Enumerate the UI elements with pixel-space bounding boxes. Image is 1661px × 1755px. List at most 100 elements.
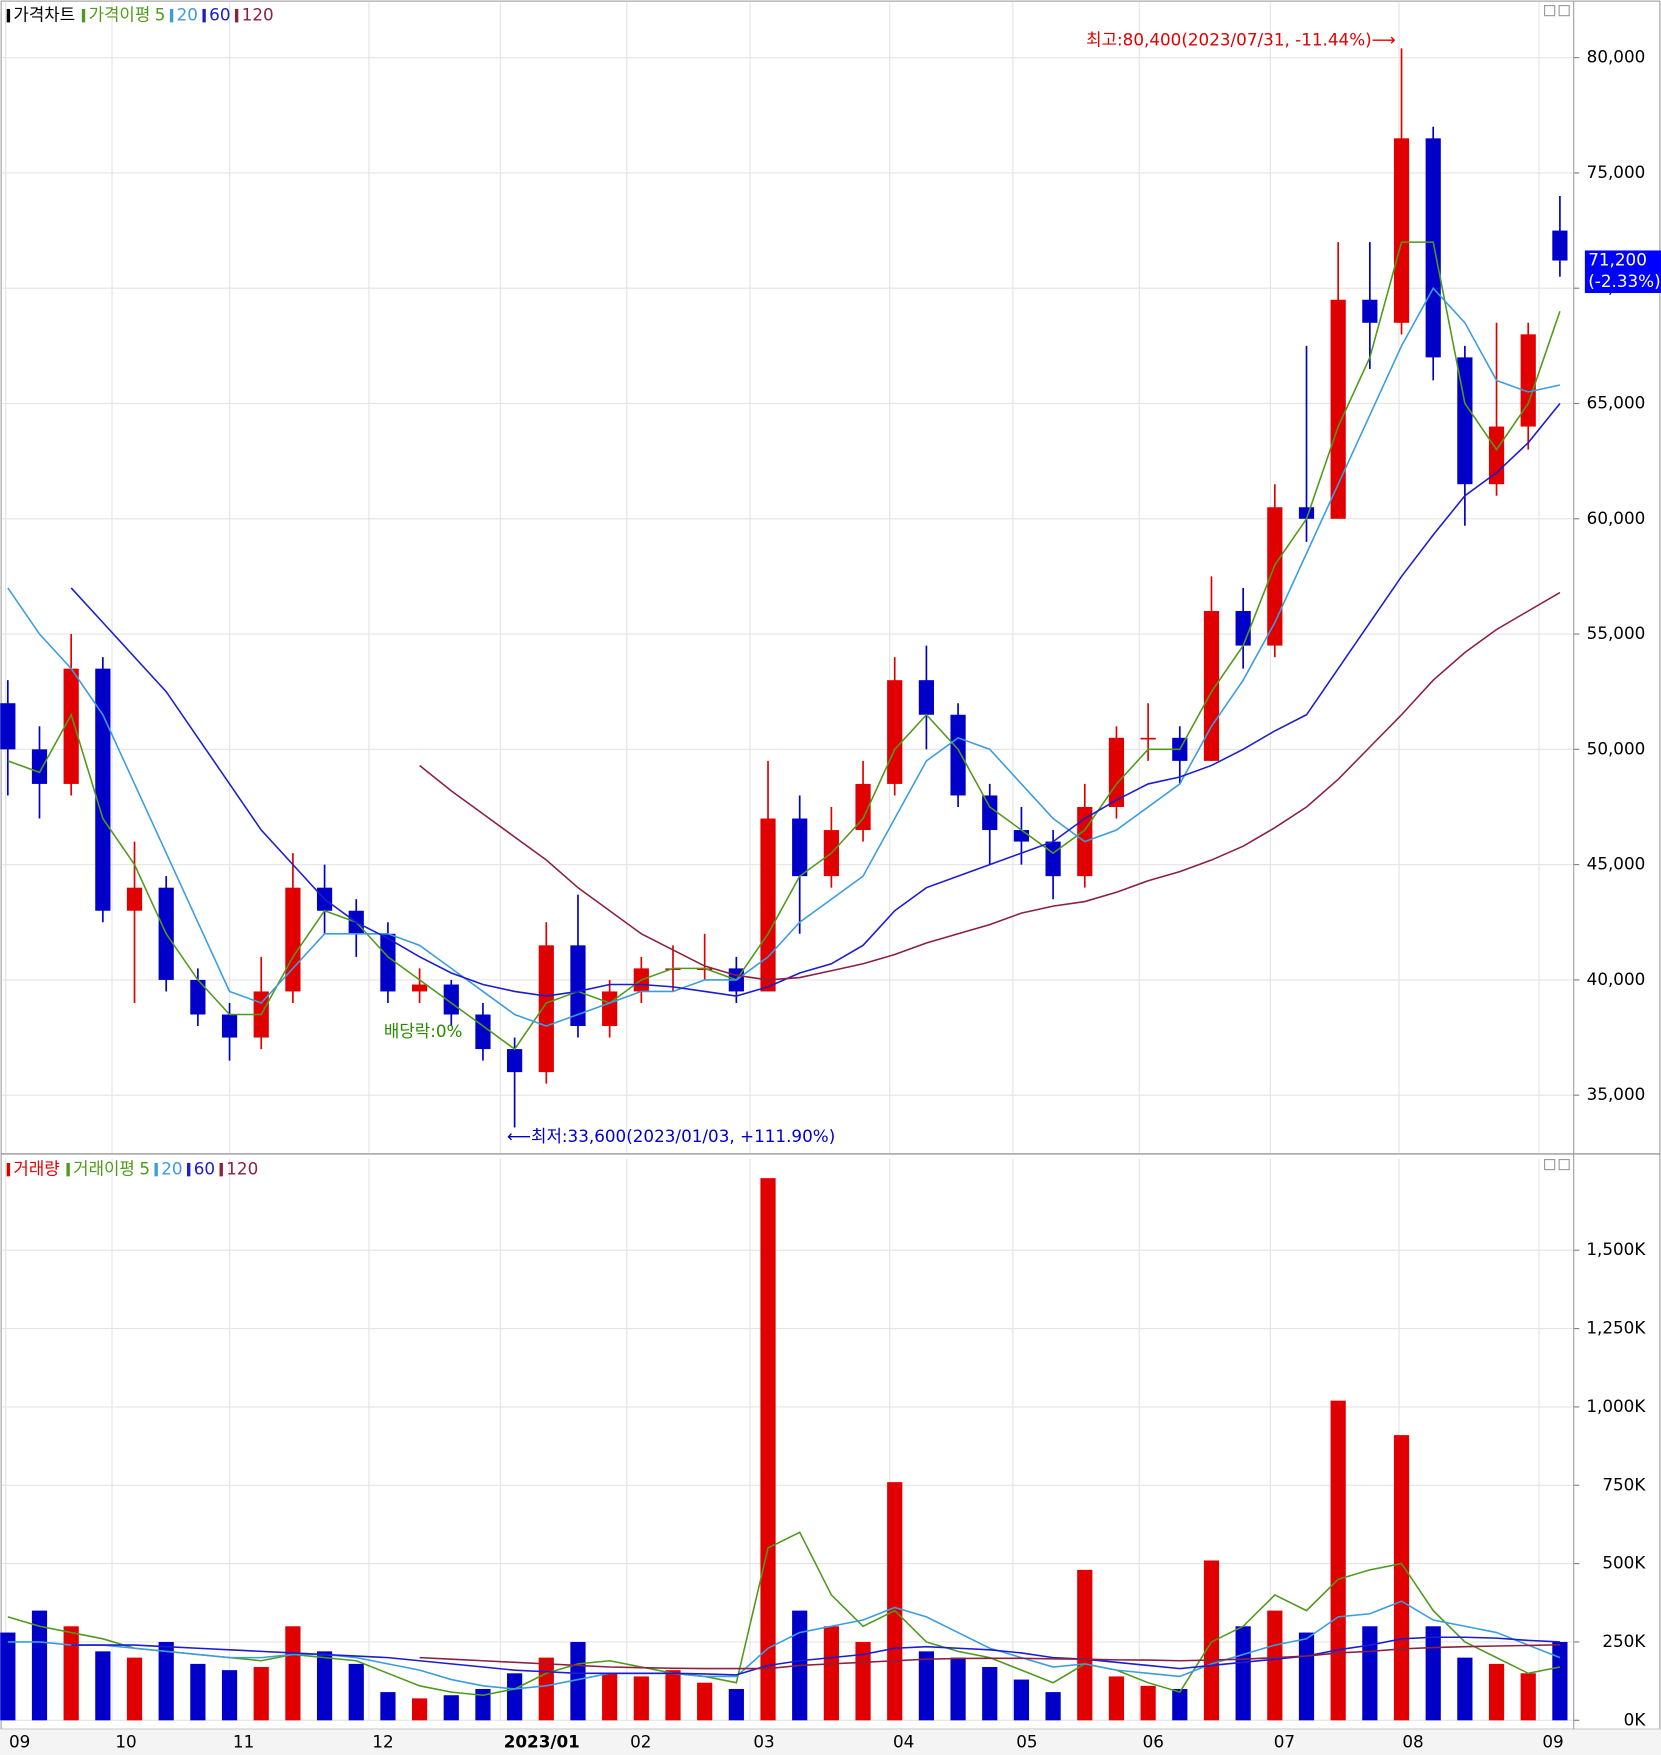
legend-label: 5 (155, 5, 166, 25)
y-tick-label: 55,000 (1587, 623, 1646, 643)
plot-layer (0, 1158, 1573, 1721)
legend-swatch (66, 1162, 70, 1177)
volume-bar (665, 1670, 681, 1721)
candle-body (1330, 299, 1346, 519)
ma-line (70, 403, 1561, 997)
volume-bar (1393, 1435, 1410, 1721)
legend-swatch (6, 1162, 11, 1177)
legend-label: 거래량 (13, 1159, 59, 1179)
legend-label: 20 (161, 1159, 182, 1179)
candle-body (1235, 611, 1251, 646)
plot-layer (0, 2, 1573, 1153)
candle-body (1520, 334, 1536, 427)
volume-bar (411, 1698, 428, 1721)
volume-bar (285, 1626, 301, 1721)
candle-body (950, 714, 966, 796)
candle-body (570, 945, 586, 1027)
minimize-button[interactable] (1544, 5, 1556, 17)
legend-label: 5 (139, 1159, 150, 1179)
volume-bar (1235, 1626, 1251, 1721)
volume-bar (918, 1651, 935, 1721)
candle-body (380, 933, 396, 992)
y-tick-label: 500K (1602, 1553, 1646, 1573)
candle-body (1140, 737, 1156, 740)
legend-label: 거래이평 (73, 1159, 135, 1179)
candle-body (1267, 507, 1283, 646)
y-tick-label: 1,000K (1586, 1396, 1646, 1416)
legend-label: 120 (242, 5, 274, 25)
candle-body (443, 984, 459, 1015)
legend-swatch (202, 8, 206, 23)
window-buttons[interactable] (1544, 5, 1570, 1171)
volume-bar (1013, 1679, 1030, 1721)
y-tick-label: 65,000 (1587, 392, 1646, 412)
minimize-button[interactable] (1544, 1158, 1556, 1171)
ma-line (419, 1643, 1560, 1670)
x-tick-label: 06 (1143, 1732, 1164, 1752)
y-tick-label: 60,000 (1587, 508, 1646, 528)
ma-line (419, 591, 1561, 981)
volume-bar (507, 1673, 523, 1721)
volume-bar (887, 1482, 903, 1721)
x-tick-label: 02 (630, 1732, 651, 1752)
volume-bar (95, 1651, 111, 1721)
high-annotation: 최고:80,400(2023/07/31, -11.44%)⟶ (1086, 29, 1396, 49)
candle-body (1045, 841, 1061, 877)
legend-label: 120 (226, 1159, 258, 1179)
close-button[interactable] (1558, 1158, 1570, 1171)
legend-label: 20 (177, 5, 198, 25)
volume-bar (316, 1651, 333, 1721)
volume-bar (538, 1657, 554, 1721)
volume-bar (728, 1688, 744, 1721)
x-tick-label: 10 (115, 1732, 136, 1752)
legend-label: 60 (209, 5, 230, 25)
volume-bar (158, 1641, 174, 1721)
candle-body (0, 703, 16, 750)
volume-bar (602, 1673, 618, 1721)
x-tick-label: 03 (753, 1732, 774, 1752)
legend-label: 가격차트 (13, 5, 75, 25)
candle-body (475, 1014, 491, 1050)
volume-bar (1362, 1626, 1378, 1721)
candle-body (792, 818, 808, 877)
volume-bar (475, 1688, 491, 1721)
candle-body (1457, 357, 1473, 485)
volume-bar (380, 1692, 396, 1721)
volume-bar (1077, 1569, 1093, 1721)
volume-bar (1172, 1688, 1188, 1721)
low-annotation: ⟵최저:33,600(2023/01/03, +111.90%) (507, 1126, 835, 1146)
candle-body (1425, 138, 1441, 358)
candle-body (855, 783, 871, 831)
volume-bar (1298, 1632, 1315, 1721)
y-tick-label: 75,000 (1587, 162, 1646, 182)
volume-bar (1552, 1641, 1568, 1721)
legend-swatch (169, 8, 174, 23)
volume-bar (443, 1695, 459, 1721)
last-change: (-2.33%) (1588, 271, 1660, 291)
x-axis-band (0, 1729, 1661, 1755)
volume-bar (1425, 1626, 1441, 1721)
candle-body (1552, 230, 1568, 261)
candle-body (538, 945, 554, 1073)
y-tick-label: 1,500K (1586, 1239, 1646, 1259)
volume-bar (63, 1626, 79, 1721)
y-tick-label: 1,250K (1586, 1318, 1646, 1338)
candle-body (1013, 830, 1030, 842)
volume-bar (1203, 1560, 1220, 1721)
y-tick-label: 0K (1624, 1709, 1647, 1729)
candle-body (602, 991, 618, 1027)
candle-body (31, 749, 48, 784)
candle-body (1393, 138, 1410, 323)
x-tick-label: 09 (1542, 1732, 1563, 1752)
y-tick-label: 40,000 (1587, 969, 1646, 989)
ma-line (7, 286, 1561, 1027)
x-tick-label: 05 (1016, 1732, 1037, 1752)
volume-bar (253, 1667, 269, 1721)
close-button[interactable] (1558, 5, 1570, 17)
volume-bar (126, 1657, 143, 1721)
legend-swatch (187, 1162, 191, 1177)
volume-bar (221, 1670, 238, 1721)
candle-body (697, 968, 713, 971)
